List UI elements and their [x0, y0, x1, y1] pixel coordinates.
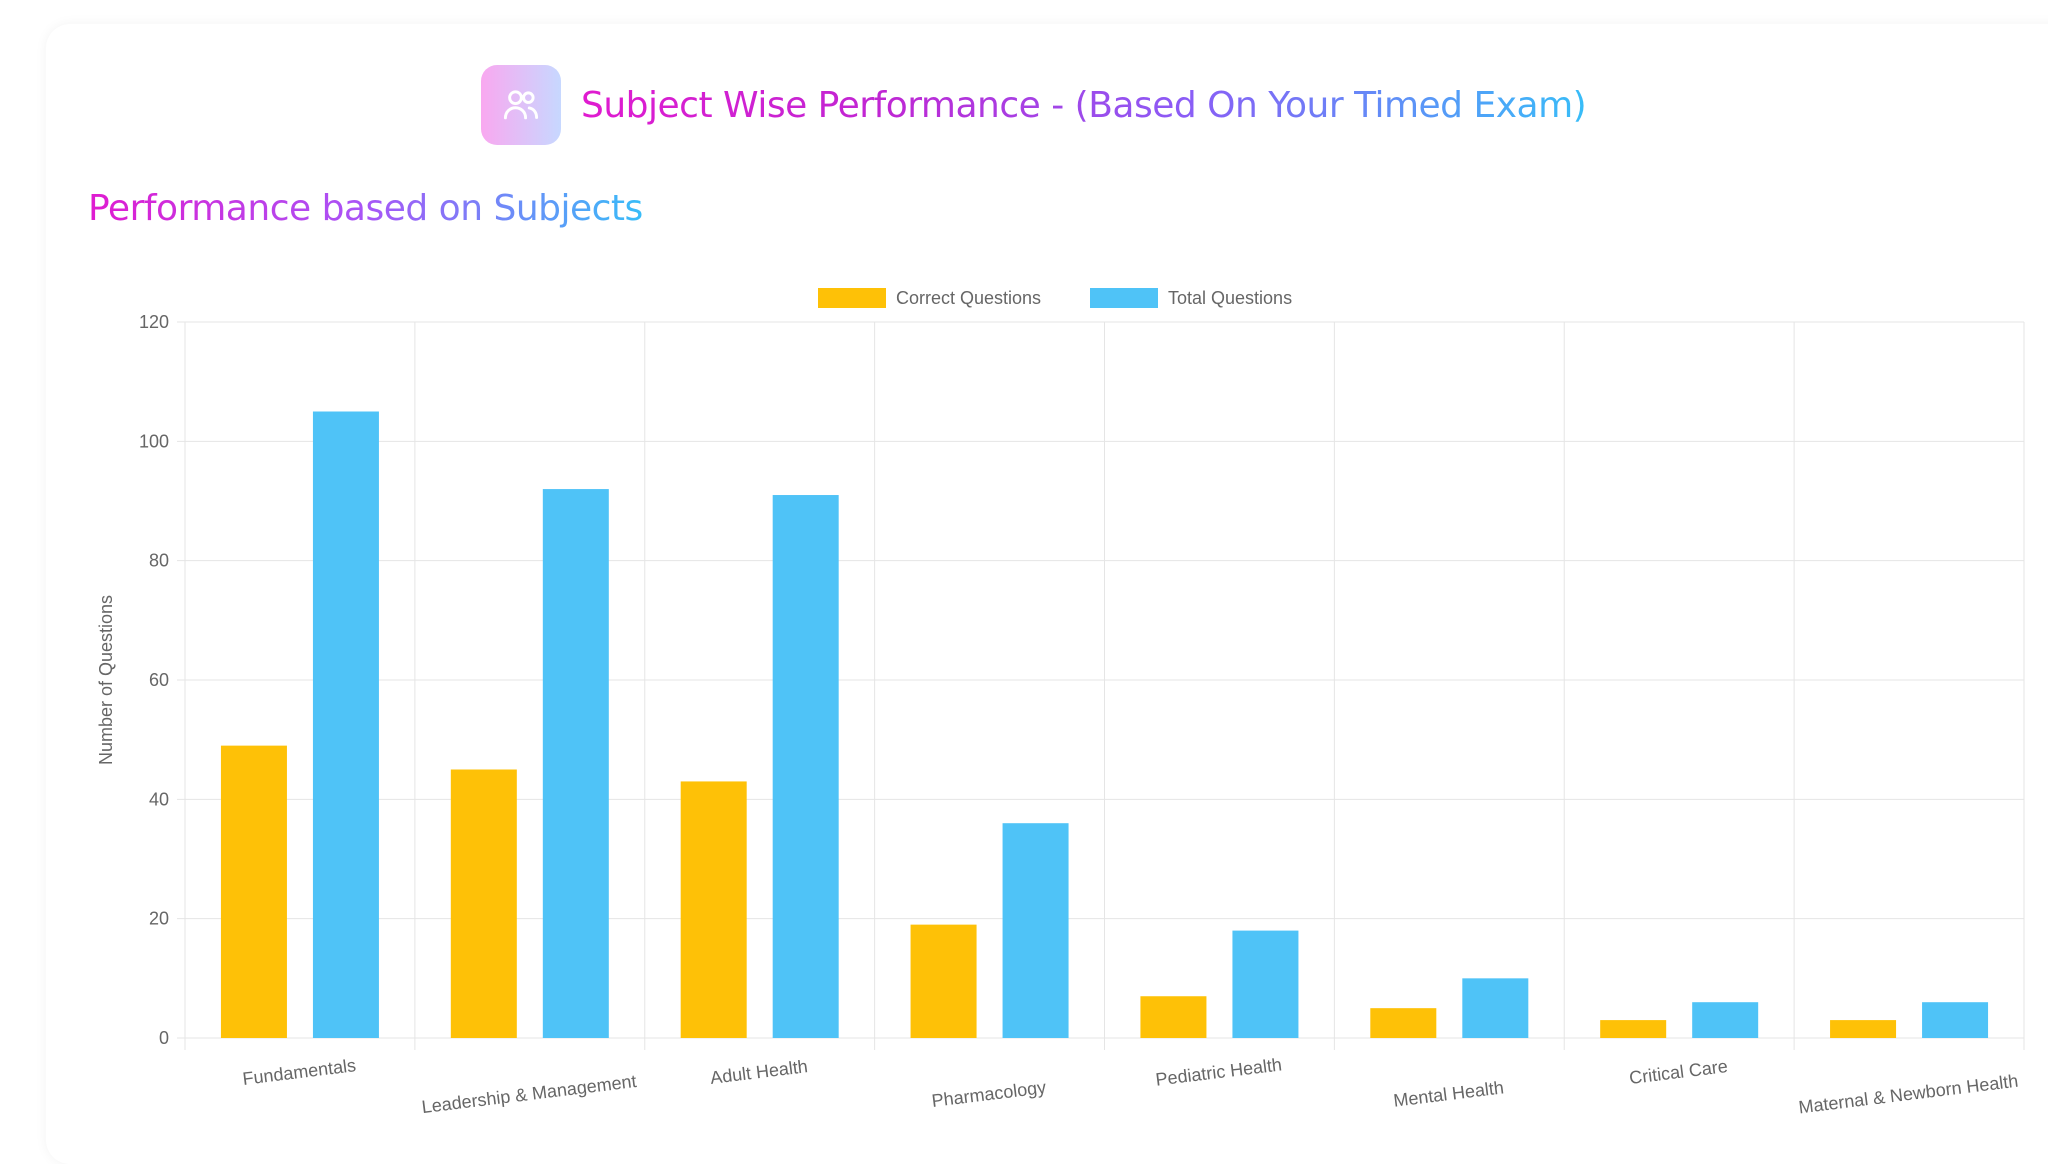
x-tick-label: Maternal & Newborn Health — [1797, 1071, 2019, 1118]
section-header: Subject Wise Performance - (Based On You… — [481, 64, 1587, 146]
y-tick-label: 40 — [149, 789, 169, 809]
y-tick-label: 120 — [139, 312, 169, 332]
bar-correct — [1370, 1008, 1437, 1038]
bar-total — [772, 495, 839, 1038]
bar-correct — [220, 745, 287, 1038]
section-title: Performance based on Subjects — [88, 188, 643, 229]
x-tick-label: Mental Health — [1392, 1077, 1505, 1110]
x-tick-label: Leadership & Management — [421, 1071, 638, 1117]
bar-total — [1462, 978, 1529, 1038]
bar-correct — [1830, 1020, 1897, 1038]
bar-total — [312, 411, 379, 1038]
x-tick-label: Adult Health — [709, 1056, 809, 1088]
bar-total — [1002, 823, 1069, 1038]
y-tick-label: 20 — [149, 909, 169, 929]
x-tick-label: Critical Care — [1628, 1056, 1729, 1088]
legend-swatch — [1090, 288, 1158, 308]
y-tick-label: 80 — [149, 551, 169, 571]
bar-chart: 0 20 40 60 80 100 120 Fundamentals Leadership & … — [96, 288, 2025, 1118]
y-tick-label: 100 — [139, 431, 169, 451]
y-tick-label: 60 — [149, 670, 169, 690]
bar-correct — [910, 924, 977, 1038]
users-icon — [481, 65, 561, 145]
bar-total — [542, 489, 609, 1039]
bar-total — [1692, 1002, 1759, 1038]
bar-total — [1232, 930, 1299, 1038]
legend-label: Correct Questions — [896, 288, 1041, 308]
bar-correct — [680, 781, 747, 1038]
x-tick-label: Pediatric Health — [1154, 1054, 1283, 1089]
bar-correct — [1600, 1020, 1667, 1038]
y-tick-label: 0 — [159, 1028, 169, 1048]
page-title: Subject Wise Performance - (Based On You… — [581, 84, 1587, 126]
y-axis-label: Number of Questions — [96, 595, 116, 765]
bar-total — [1922, 1002, 1989, 1038]
bar-correct — [450, 769, 517, 1038]
legend-swatch — [818, 288, 886, 308]
legend-label: Total Questions — [1168, 288, 1292, 308]
bar-correct — [1140, 996, 1207, 1038]
x-tick-label: Pharmacology — [931, 1077, 1048, 1111]
x-tick-label: Fundamentals — [241, 1055, 357, 1089]
